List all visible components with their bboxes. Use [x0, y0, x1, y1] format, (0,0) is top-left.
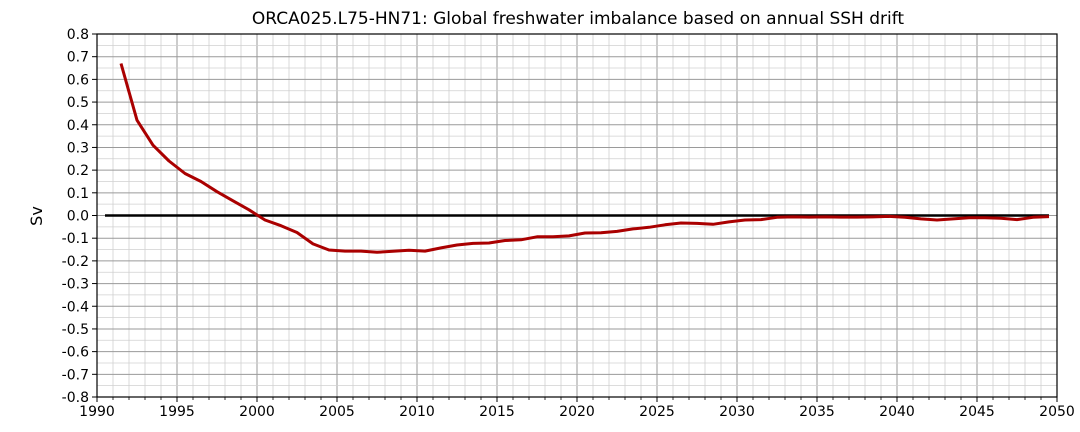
x-tick-label: 2005 — [319, 404, 355, 420]
y-tick-label: 0.3 — [67, 140, 89, 156]
y-tick-label: -0.3 — [62, 277, 89, 293]
y-tick-label: -0.2 — [62, 254, 89, 270]
x-tick-label: 2050 — [1039, 404, 1075, 420]
x-tick-label: 2040 — [879, 404, 915, 420]
x-axis: 1990 1995 2000 2005 2010 2015 2020 2025 2030 2035… — [79, 397, 1075, 420]
y-tick-label: -0.7 — [62, 367, 89, 383]
y-tick-label: 0.2 — [67, 163, 89, 179]
y-tick-label: 0.0 — [67, 209, 89, 225]
y-axis-label: Sv — [27, 206, 46, 226]
x-tick-label: 2015 — [479, 404, 515, 420]
x-tick-label: 1990 — [79, 404, 115, 420]
y-tick-label: 0.7 — [67, 50, 89, 66]
y-tick-label: 0.6 — [67, 72, 89, 88]
x-tick-label: 2010 — [399, 404, 435, 420]
series-line-0 — [119, 63, 1050, 254]
y-tick-label: -0.5 — [62, 322, 89, 338]
chart-title: ORCA025.L75-HN71: Global freshwater imba… — [252, 9, 905, 29]
x-tick-label: 2000 — [239, 404, 275, 420]
series-group — [119, 63, 1050, 254]
y-tick-label: 0.8 — [67, 27, 89, 43]
y-tick-label: -0.8 — [62, 390, 89, 406]
y-tick-label: -0.4 — [62, 299, 89, 315]
x-tick-label: 2045 — [959, 404, 995, 420]
x-tick-label: 2030 — [719, 404, 755, 420]
x-tick-label: 1995 — [159, 404, 195, 420]
y-tick-label: -0.1 — [62, 231, 89, 247]
y-tick-label: -0.6 — [62, 345, 89, 361]
y-axis: 0.8 0.7 0.6 0.5 0.4 0.3 0.2 0.1 0.0 -0.1 -0.2 -0.3 -… — [62, 27, 97, 406]
y-tick-label: 0.5 — [67, 95, 89, 111]
y-tick-label: 0.1 — [67, 186, 89, 202]
y-tick-label: 0.4 — [67, 118, 89, 134]
x-tick-label: 2025 — [639, 404, 675, 420]
x-tick-label: 2035 — [799, 404, 835, 420]
x-tick-label: 2020 — [559, 404, 595, 420]
